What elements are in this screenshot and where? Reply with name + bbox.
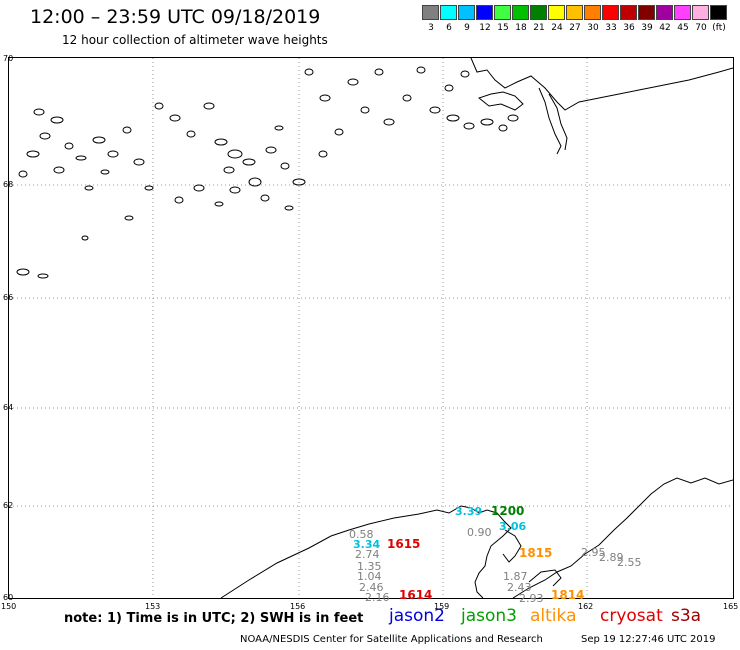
- longitude-tick: 162: [578, 602, 594, 611]
- wave-height-reading: 2.89: [599, 551, 624, 564]
- map-title: 12:00 – 23:59 UTC 09/18/2019: [30, 6, 321, 28]
- longitude-tick: 159: [434, 602, 450, 611]
- credit-line: NOAA/NESDIS Center for Satellite Applica…: [240, 634, 543, 645]
- wave-height-reading: 2.95: [581, 546, 606, 559]
- scale-swatch: [530, 5, 547, 20]
- pass-time-label: 1814: [551, 588, 585, 602]
- map-subtitle: 12 hour collection of altimeter wave hei…: [62, 33, 328, 47]
- satellite-s3a: s3a: [671, 606, 702, 626]
- wave-height-reading: 2.74: [355, 548, 380, 561]
- scale-swatch: [710, 5, 727, 20]
- scale-swatch: [476, 5, 493, 20]
- scale-swatch: [458, 5, 475, 20]
- scale-label: 45: [677, 23, 689, 33]
- wave-height-reading: 2.55: [617, 556, 642, 569]
- wave-height-reading: 1.35: [357, 560, 382, 573]
- scale-swatch: [422, 5, 439, 20]
- scale-swatch: [656, 5, 673, 20]
- units-note: note: 1) Time is in UTC; 2) SWH is in fe…: [64, 611, 364, 626]
- scale-label: 6: [446, 23, 452, 33]
- pass-time-label: 1200: [491, 504, 525, 518]
- satellite-jason3: jason3: [461, 606, 517, 626]
- wave-height-reading: 2.43: [507, 581, 532, 594]
- pass-time-label: 1815: [519, 546, 553, 560]
- satellite-jason2: jason2: [389, 606, 445, 626]
- scale-swatch: [566, 5, 583, 20]
- scale-label: 18: [515, 23, 527, 33]
- wave-height-reading: 2.46: [359, 581, 384, 594]
- scale-label: 15: [497, 23, 509, 33]
- scale-label: 30: [587, 23, 599, 33]
- wave-height-reading: 3.06: [499, 520, 527, 533]
- longitude-tick: 165: [723, 602, 739, 611]
- wave-height-reading: 1.87: [503, 570, 528, 583]
- graticule: [9, 58, 733, 598]
- pass-time-label: 1615: [387, 537, 421, 551]
- latitude-tick: 64: [3, 403, 14, 412]
- scale-swatch: [620, 5, 637, 20]
- scale-label: 39: [641, 23, 653, 33]
- latitude-tick: 70: [3, 54, 14, 63]
- scale-swatch: [692, 5, 709, 20]
- wave-height-reading: 3.34: [353, 538, 381, 551]
- satellite-altika: altika: [530, 606, 577, 626]
- scale-label: 27: [569, 23, 581, 33]
- map-frame: 70 68 66 64 62 60 150 153 156 159 162 165 0.58 3.34…: [1, 54, 738, 611]
- map-canvas: [9, 58, 733, 598]
- latitude-tick: 62: [3, 501, 14, 510]
- wave-height-reading: 0.90: [467, 526, 492, 539]
- pass-time-label: 1614: [399, 588, 433, 602]
- wave-height-reading: 2.93: [519, 592, 544, 605]
- scale-label: 9: [464, 23, 470, 33]
- latitude-tick: 60: [3, 593, 14, 602]
- wave-height-contours: [16, 66, 519, 279]
- wave-height-reading: 1.04: [357, 570, 382, 583]
- satellite-cryosat: cryosat: [600, 606, 663, 626]
- scale-label: 21: [533, 23, 545, 33]
- wave-height-reading: 2.16: [365, 591, 390, 604]
- latitude-tick: 66: [3, 293, 14, 302]
- scale-label: 12: [479, 23, 491, 33]
- scale-label: (ft): [712, 23, 726, 33]
- scale-label: 24: [551, 23, 563, 33]
- scale-swatch: [674, 5, 691, 20]
- scale-label: 36: [623, 23, 635, 33]
- generated-timestamp: Sep 19 12:27:46 UTC 2019: [581, 634, 716, 645]
- scale-swatch: [602, 5, 619, 20]
- wave-height-reading: 3.39: [455, 505, 483, 518]
- longitude-tick: 156: [290, 602, 306, 611]
- scale-label: 42: [659, 23, 671, 33]
- scale-swatch: [584, 5, 601, 20]
- longitude-tick: 153: [145, 602, 161, 611]
- wave-height-reading: 0.58: [349, 528, 374, 541]
- coastline: [220, 58, 733, 598]
- scale-label: 70: [695, 23, 707, 33]
- scale-label: 33: [605, 23, 617, 33]
- scale-label: 3: [428, 23, 434, 33]
- scale-swatch: [548, 5, 565, 20]
- longitude-tick: 150: [1, 602, 17, 611]
- scale-swatch: [638, 5, 655, 20]
- scale-swatch: [440, 5, 457, 20]
- scale-swatch: [512, 5, 529, 20]
- scale-swatch: [494, 5, 511, 20]
- latitude-tick: 68: [3, 180, 14, 189]
